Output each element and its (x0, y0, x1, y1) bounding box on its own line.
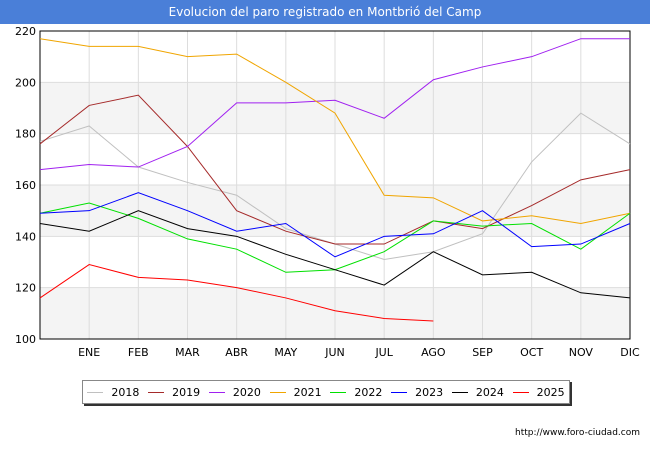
x-tick-label: SEP (472, 346, 493, 359)
legend-label: 2023 (415, 385, 444, 399)
x-tick-label: ENE (78, 346, 100, 359)
legend-item-2024: 2024 (451, 385, 504, 399)
x-tick-label: DIC (620, 346, 640, 359)
y-tick-label: 180 (15, 128, 36, 141)
x-tick-label: JUL (374, 346, 393, 359)
series-line-2025 (39, 264, 434, 322)
series-line-2024 (39, 210, 631, 299)
series-line-2021 (39, 38, 631, 225)
plot-frame (39, 30, 631, 340)
chart-title: Evolucion del paro registrado en Montbri… (0, 0, 650, 24)
legend-item-2021: 2021 (269, 385, 322, 399)
legend-label: 2018 (111, 385, 140, 399)
legend-swatch (512, 391, 529, 393)
legend-swatch (391, 391, 408, 393)
legend-swatch (148, 391, 165, 393)
x-tick-label: JUN (324, 346, 345, 359)
legend-swatch (269, 391, 286, 393)
x-tick-label: OCT (520, 346, 543, 359)
legend-label: 2019 (172, 385, 201, 399)
series-line-2020 (39, 38, 630, 171)
x-tick-label: MAR (175, 346, 200, 359)
x-tick-label: NOV (569, 346, 594, 359)
series-line-2019 (39, 94, 631, 245)
series-line-2023 (39, 192, 631, 258)
legend-label: 2024 (475, 385, 504, 399)
legend-item-2025: 2025 (512, 385, 565, 399)
legend-label: 2020 (232, 385, 261, 399)
legend-item-2020: 2020 (208, 385, 261, 399)
y-tick-label: 140 (15, 230, 36, 243)
legend-item-2023: 2023 (391, 386, 443, 399)
source-credit: http://www.foro-ciudad.com (515, 428, 640, 438)
legend-label: 2021 (293, 385, 322, 399)
y-tick-label: 160 (15, 179, 36, 192)
legend-item-2018: 2018 (87, 386, 139, 399)
y-tick-label: 220 (15, 25, 36, 38)
legend-label: 2022 (354, 385, 383, 399)
legend-swatch (87, 391, 104, 393)
legend-swatch (208, 391, 225, 393)
legend-item-2019: 2019 (148, 386, 200, 399)
x-tick-label: AGO (421, 346, 446, 359)
legend-item-2022: 2022 (330, 386, 382, 399)
chart-legend: 2018 2019 2020 2021 2022 2023 2024 2025 (82, 380, 570, 404)
x-tick-label: MAY (274, 346, 297, 359)
legend-swatch (330, 391, 347, 393)
y-tick-label: 100 (15, 333, 36, 346)
legend-label: 2025 (536, 385, 565, 399)
y-tick-label: 120 (15, 282, 36, 295)
x-tick-label: FEB (128, 346, 149, 359)
legend-swatch (451, 391, 468, 393)
x-tick-label: ABR (225, 346, 248, 359)
y-tick-label: 200 (15, 76, 36, 89)
